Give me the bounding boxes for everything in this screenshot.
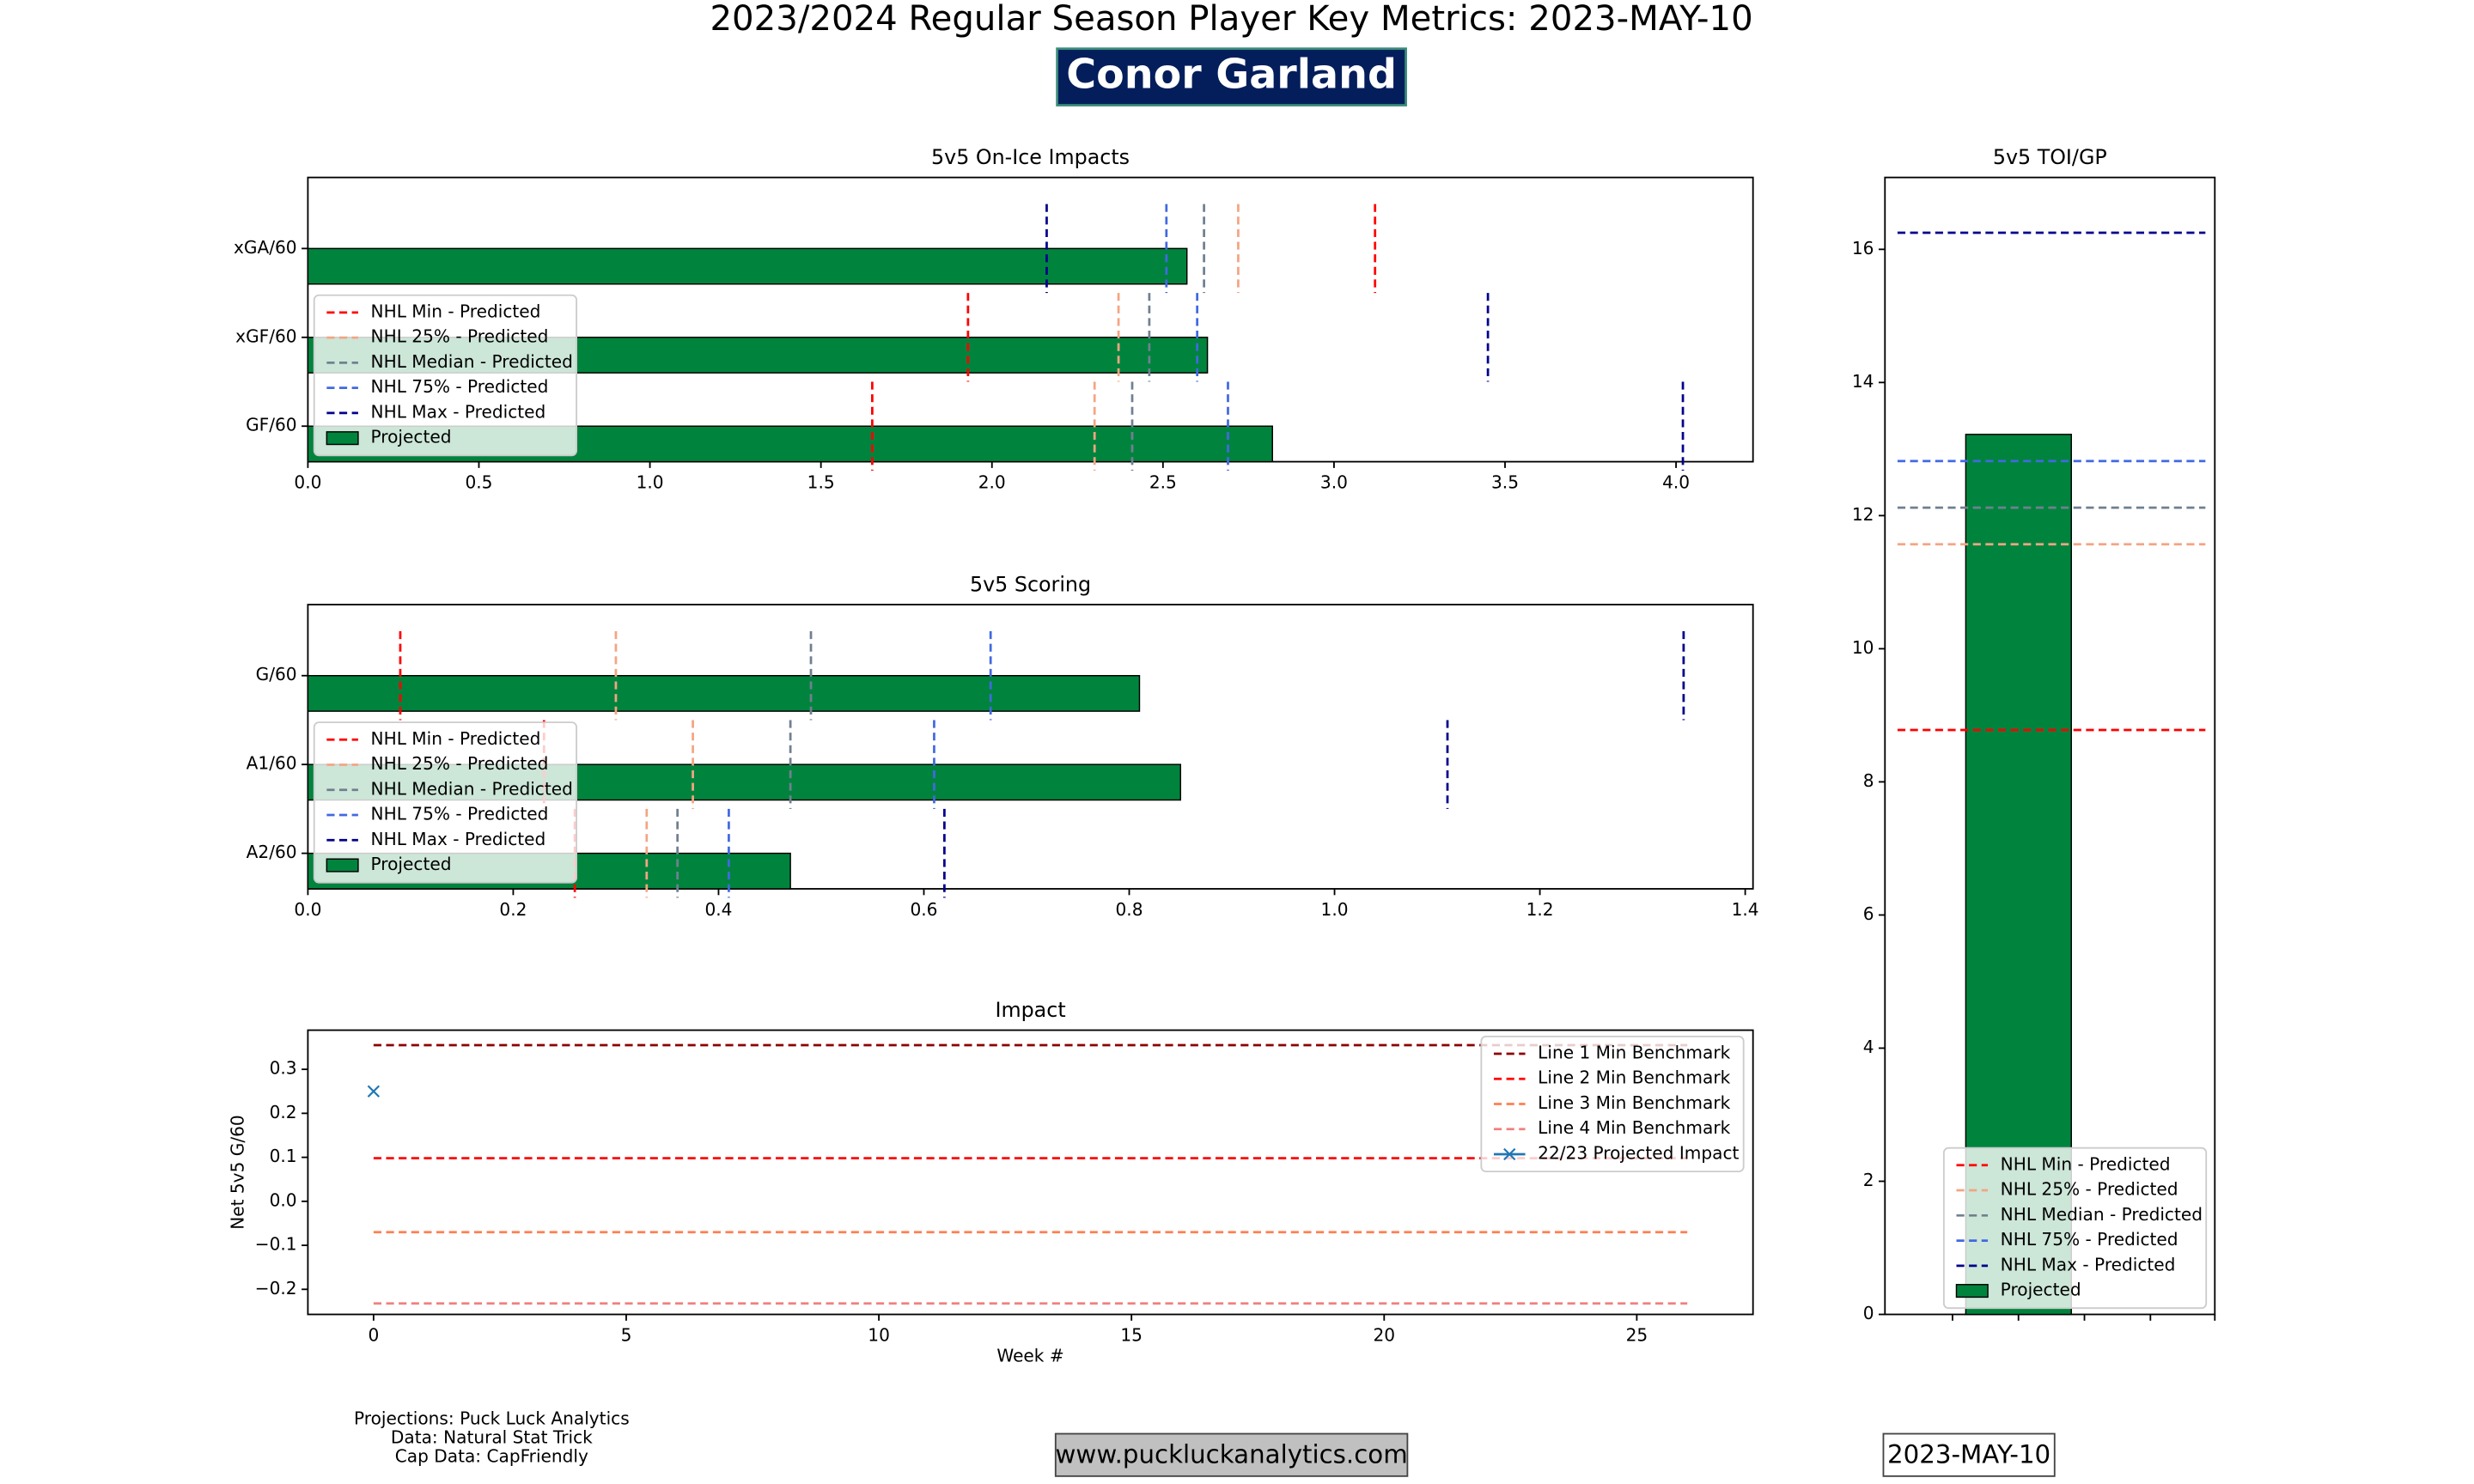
y-tick-label: −0.1 [255,1234,297,1255]
x-tick-label: 25 [1626,1325,1648,1346]
y-tick-label: 0.3 [270,1058,297,1079]
date: 2023-MAY-10 [1887,1440,2050,1469]
legend-label: NHL 25% - Predicted [371,753,549,774]
legend-label: NHL Max - Predicted [371,829,546,849]
legend-label: Line 3 Min Benchmark [1538,1092,1730,1113]
legend-label: Line 4 Min Benchmark [1538,1117,1730,1138]
x-tick-label: 0 [368,1325,379,1346]
legend-label: Projected [371,854,452,874]
legend-label: Projected [371,427,452,447]
chart-title: 5v5 Scoring [970,573,1091,597]
legend-label: NHL Min - Predicted [2001,1153,2171,1174]
x-tick-label: 3.5 [1491,472,1519,493]
x-tick-label: 3.0 [1320,472,1348,493]
y-tick-label: 4 [1863,1037,1874,1057]
legend-marker [1503,1147,1516,1161]
y-tick-label: 0.2 [270,1102,297,1122]
date-box [1882,1432,2056,1477]
x-tick-label: 0.2 [499,899,527,920]
x-tick-label: 4.0 [1662,472,1690,493]
y-tick-label: 14 [1852,371,1874,392]
page-title: 2023/2024 Regular Season Player Key Metr… [710,0,1752,39]
legend-label: NHL Median - Predicted [371,351,573,372]
x-tick-label: 1.5 [807,472,835,493]
legend-label: NHL Min - Predicted [371,301,541,321]
x-tick-label: 0.0 [294,899,321,920]
legend-label: NHL 75% - Predicted [371,376,549,397]
legend-label: Line 1 Min Benchmark [1538,1042,1730,1062]
chart-title: 5v5 TOI/GP [1993,145,2107,169]
legend-box [1480,1035,1745,1173]
y-tick-label: A2/60 [247,842,297,862]
y-axis-label: Net 5v5 G/60 [227,1115,247,1230]
x-tick-label: 15 [1120,1325,1143,1346]
player-name: Conor Garland [1066,52,1397,99]
legend-label: NHL 25% - Predicted [2001,1179,2178,1200]
y-tick-label: xGA/60 [234,237,297,258]
x-tick-label: 0.0 [294,472,321,493]
toi-x-ticks [1952,1314,2216,1321]
y-tick-label: −0.2 [255,1278,297,1298]
y-tick-label: G/60 [256,664,297,684]
axes-frame [307,604,1754,890]
y-tick-label: 6 [1863,903,1874,924]
x-tick-label: 1.4 [1732,899,1759,920]
y-tick-label: 0 [1863,1303,1874,1323]
y-tick-label: 0.0 [270,1189,297,1210]
y-tick-label: 16 [1852,238,1874,258]
legend-label: NHL 75% - Predicted [2001,1229,2178,1250]
legend-label: NHL 25% - Predicted [371,326,549,347]
y-tick-label: 10 [1852,637,1874,658]
x-tick-label: 20 [1373,1325,1395,1346]
x-tick-label: 0.5 [465,472,492,493]
legend-box [313,294,577,457]
bar [307,247,1188,285]
bar [307,675,1141,712]
player-badge [1056,47,1407,106]
legend-label: NHL 75% - Predicted [371,804,549,824]
y-tick-label: GF/60 [246,415,297,435]
legend-label: NHL Median - Predicted [371,778,573,799]
legend-label: 22/23 Projected Impact [1538,1143,1739,1164]
website-box [1054,1432,1409,1477]
legend-label: NHL Median - Predicted [2001,1204,2203,1225]
credit: Data: Natural Stat Trick [391,1426,593,1447]
y-tick-label: 2 [1863,1170,1874,1190]
legend-label: NHL Min - Predicted [371,728,541,749]
x-tick-label: 1.0 [1321,899,1349,920]
legend-box [313,721,577,884]
y-tick-label: 0.1 [270,1146,297,1166]
x-tick-label: 1.0 [637,472,664,493]
legend-label: NHL Max - Predicted [371,401,546,422]
x-tick-label: 5 [621,1325,632,1346]
chart-title: Impact [995,998,1065,1022]
x-axis-label: Week # [996,1345,1063,1365]
legend-swatch [326,431,359,446]
legend-box [1942,1146,2208,1310]
x-tick-label: 0.8 [1116,899,1143,920]
y-tick-label: A1/60 [247,753,297,774]
legend-label: Projected [2001,1280,2081,1300]
credit: Projections: Puck Luck Analytics [354,1408,630,1429]
y-tick-label: 12 [1852,504,1874,525]
website: www.puckluckanalytics.com [1056,1440,1408,1469]
x-tick-label: 10 [868,1325,890,1346]
x-tick-label: 0.4 [704,899,732,920]
legend-swatch [326,858,359,873]
axes-frame [307,1029,1754,1316]
y-tick-label: xGF/60 [235,325,296,346]
y-tick-label: 8 [1863,770,1874,791]
legend-label: NHL Max - Predicted [2001,1254,2176,1274]
credit: Cap Data: CapFriendly [395,1445,588,1466]
legend-label: Line 2 Min Benchmark [1538,1067,1730,1088]
x-tick-label: 0.6 [910,899,937,920]
chart-title: 5v5 On-Ice Impacts [931,145,1130,169]
x-tick-label: 1.2 [1526,899,1554,920]
x-tick-label: 2.5 [1149,472,1177,493]
legend-swatch [1955,1284,1989,1298]
point-marker [367,1085,381,1098]
x-tick-label: 2.0 [978,472,1006,493]
